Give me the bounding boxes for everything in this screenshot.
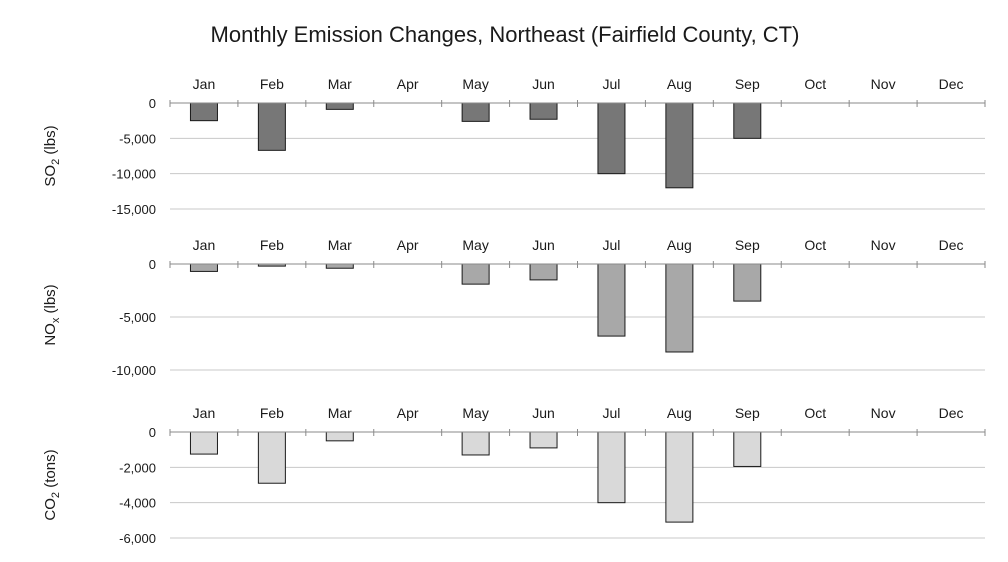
bar-jan bbox=[189, 431, 218, 455]
month-label-jul: Jul bbox=[603, 405, 621, 421]
month-label-mar: Mar bbox=[328, 76, 352, 92]
month-label-nov: Nov bbox=[871, 237, 896, 253]
y-tick-label: 0 bbox=[149, 96, 156, 111]
y-tick-label: -5,000 bbox=[119, 310, 156, 325]
month-label-dec: Dec bbox=[939, 76, 964, 92]
y-tick-label: -4,000 bbox=[119, 496, 156, 511]
y-axis-label: CO2 (tons) bbox=[42, 449, 62, 520]
month-label-jan: Jan bbox=[193, 237, 216, 253]
bar-jul bbox=[597, 263, 626, 337]
bar-mar bbox=[325, 263, 354, 269]
bar-aug bbox=[665, 263, 694, 353]
month-label-jul: Jul bbox=[603, 76, 621, 92]
month-label-oct: Oct bbox=[804, 237, 826, 253]
y-tick-label: -10,000 bbox=[112, 363, 156, 378]
month-label-nov: Nov bbox=[871, 405, 896, 421]
bar-may bbox=[461, 102, 490, 122]
y-tick-label: -15,000 bbox=[112, 202, 156, 217]
bar-jul bbox=[597, 431, 626, 504]
month-label-sep: Sep bbox=[735, 405, 760, 421]
month-label-jun: Jun bbox=[532, 237, 555, 253]
bar-mar bbox=[325, 102, 354, 110]
y-axis-label: SO2 (lbs) bbox=[42, 125, 62, 186]
month-label-feb: Feb bbox=[260, 237, 284, 253]
bar-sep bbox=[733, 263, 762, 302]
month-label-dec: Dec bbox=[939, 405, 964, 421]
bar-jan bbox=[189, 102, 218, 122]
month-label-oct: Oct bbox=[804, 76, 826, 92]
month-label-oct: Oct bbox=[804, 405, 826, 421]
month-label-jan: Jan bbox=[193, 405, 216, 421]
chart-panel-3: 0 -2,000 -4,000 -6,000 Jan Feb Mar Apr May Jun Jul… bbox=[42, 405, 986, 546]
month-label-aug: Aug bbox=[667, 405, 692, 421]
month-label-aug: Aug bbox=[667, 76, 692, 92]
month-label-jun: Jun bbox=[532, 405, 555, 421]
month-label-jul: Jul bbox=[603, 237, 621, 253]
month-label-feb: Feb bbox=[260, 76, 284, 92]
month-label-jun: Jun bbox=[532, 76, 555, 92]
bar-jun bbox=[529, 263, 558, 281]
bar-jan bbox=[189, 263, 218, 272]
bar-jul bbox=[597, 102, 626, 175]
month-label-may: May bbox=[462, 76, 488, 92]
y-tick-label: -6,000 bbox=[119, 531, 156, 546]
month-label-apr: Apr bbox=[397, 76, 419, 92]
chart-title: Monthly Emission Changes, Northeast (Fai… bbox=[211, 22, 800, 47]
month-label-may: May bbox=[462, 405, 488, 421]
bar-jun bbox=[529, 431, 558, 449]
bar-may bbox=[461, 431, 490, 456]
month-label-mar: Mar bbox=[328, 237, 352, 253]
month-label-feb: Feb bbox=[260, 405, 284, 421]
bar-feb bbox=[257, 102, 286, 151]
month-label-apr: Apr bbox=[397, 237, 419, 253]
month-label-sep: Sep bbox=[735, 76, 760, 92]
month-label-dec: Dec bbox=[939, 237, 964, 253]
y-tick-label: 0 bbox=[149, 425, 156, 440]
y-tick-label: -10,000 bbox=[112, 167, 156, 182]
month-label-jan: Jan bbox=[193, 76, 216, 92]
chart-panel-1: 0 -5,000 -10,000 -15,000 Jan Feb Mar Apr May Jun J… bbox=[42, 76, 986, 217]
month-label-may: May bbox=[462, 237, 488, 253]
bar-sep bbox=[733, 102, 762, 139]
y-tick-label: -2,000 bbox=[119, 460, 156, 475]
month-label-nov: Nov bbox=[871, 76, 896, 92]
month-label-apr: Apr bbox=[397, 405, 419, 421]
chart-panel-2: 0 -5,000 -10,000 Jan Feb Mar Apr May Jun Jul Aug Se… bbox=[42, 237, 986, 378]
bar-sep bbox=[733, 431, 762, 467]
bar-mar bbox=[325, 431, 354, 442]
bar-aug bbox=[665, 102, 694, 189]
y-axis-label: NOx (lbs) bbox=[42, 284, 62, 345]
chart-panels: 0 -5,000 -10,000 -15,000 Jan Feb Mar Apr May Jun J… bbox=[42, 76, 986, 546]
y-tick-label: 0 bbox=[149, 257, 156, 272]
bar-feb bbox=[257, 431, 286, 484]
bar-may bbox=[461, 263, 490, 285]
bar-aug bbox=[665, 431, 694, 523]
bar-jun bbox=[529, 102, 558, 120]
month-label-sep: Sep bbox=[735, 237, 760, 253]
y-tick-label: -5,000 bbox=[119, 131, 156, 146]
month-label-aug: Aug bbox=[667, 237, 692, 253]
month-label-mar: Mar bbox=[328, 405, 352, 421]
